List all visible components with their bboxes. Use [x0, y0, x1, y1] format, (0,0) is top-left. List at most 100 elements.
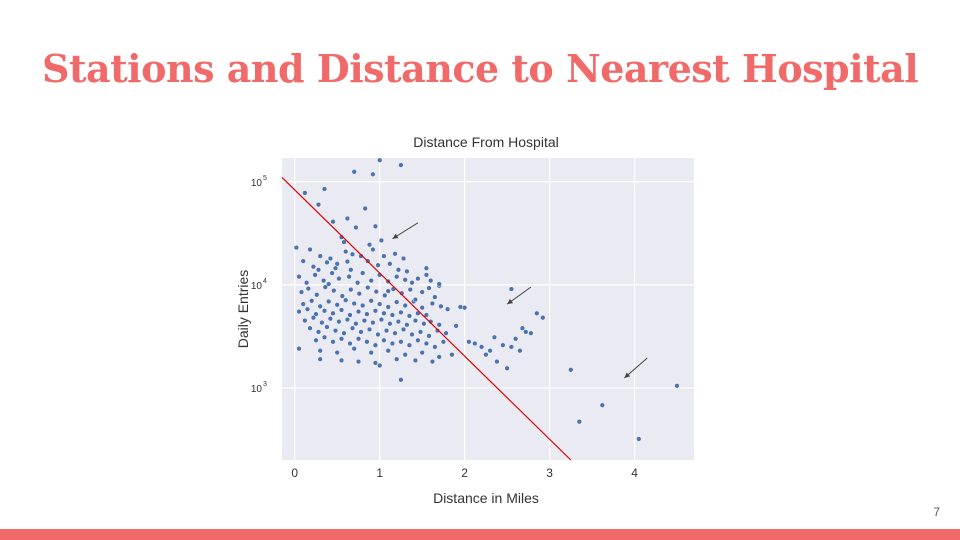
data-point [372, 308, 379, 314]
data-point [338, 336, 345, 342]
data-point [330, 339, 336, 345]
data-point [636, 436, 642, 442]
data-point [398, 339, 404, 345]
data-point [324, 259, 330, 266]
data-point [310, 315, 317, 321]
data-point [372, 223, 379, 229]
data-point [421, 321, 427, 327]
data-point [327, 316, 334, 322]
data-point [415, 337, 421, 343]
data-point [398, 377, 404, 383]
data-point [331, 287, 337, 294]
annotations [281, 177, 648, 461]
x-tick-label: 3 [546, 466, 553, 480]
data-point [344, 258, 351, 265]
data-point [378, 237, 385, 244]
data-point [330, 219, 336, 225]
data-point [312, 272, 318, 278]
data-point [313, 337, 319, 343]
data-point [398, 162, 404, 168]
data-point [336, 275, 342, 282]
chart-title: Distance From Hospital [413, 134, 559, 150]
data-point [304, 306, 311, 312]
data-point [508, 344, 515, 350]
data-point [321, 308, 328, 314]
data-point [317, 348, 323, 354]
data-point [674, 383, 680, 389]
data-point [423, 340, 430, 347]
data-point [389, 312, 396, 318]
data-point [423, 272, 430, 278]
data-point [409, 280, 415, 286]
data-point [432, 294, 438, 300]
data-point [453, 323, 459, 329]
data-point [326, 298, 332, 305]
data-point [472, 340, 478, 347]
data-point [392, 330, 398, 336]
data-point [360, 302, 366, 309]
data-point [330, 310, 336, 316]
data-point [314, 292, 320, 298]
y-axis-label: Daily Entries [235, 270, 251, 349]
data-point [341, 239, 347, 245]
data-point [429, 300, 436, 307]
data-point [381, 253, 387, 259]
y-tick-exponent: 5 [263, 175, 267, 182]
x-axis-label: Distance in Miles [433, 490, 539, 506]
data-point [381, 337, 387, 343]
data-point [504, 365, 510, 371]
data-points [293, 157, 680, 442]
data-point [362, 205, 368, 212]
annotation-arrow [392, 222, 419, 240]
data-point [327, 255, 334, 262]
data-point [375, 331, 381, 338]
data-point [444, 306, 451, 312]
data-point [302, 190, 308, 196]
data-point [370, 319, 376, 326]
data-point [373, 288, 379, 295]
data-point [313, 311, 319, 317]
data-point [334, 261, 340, 267]
data-point [347, 312, 353, 318]
data-point [534, 310, 540, 316]
data-point [402, 302, 408, 309]
slide-title: Stations and Distance to Nearest Hospita… [42, 46, 919, 91]
data-point [315, 329, 322, 335]
y-tick-label: 10 [251, 384, 263, 395]
data-point [351, 346, 357, 352]
data-point [428, 277, 434, 284]
data-point [394, 274, 400, 280]
data-point [398, 309, 404, 316]
data-point [315, 201, 322, 208]
data-point [461, 305, 468, 311]
data-point [317, 303, 323, 309]
data-point [322, 284, 328, 290]
data-point [423, 312, 430, 318]
data-point [317, 253, 323, 259]
data-point [307, 325, 313, 331]
data-point [385, 348, 391, 354]
data-point [365, 284, 371, 291]
data-point [353, 224, 359, 231]
data-point [400, 255, 407, 262]
y-tick-exponent: 4 [263, 278, 267, 285]
data-point [436, 281, 442, 287]
data-point [409, 331, 415, 338]
data-point [419, 305, 425, 311]
data-point [332, 327, 339, 334]
data-point [300, 258, 306, 264]
data-point [366, 242, 373, 248]
data-point [428, 318, 434, 325]
data-point [343, 297, 349, 303]
data-point [360, 270, 366, 276]
data-point [353, 321, 359, 327]
data-point [394, 356, 400, 362]
data-point [404, 268, 410, 275]
data-point [438, 303, 444, 309]
data-point [348, 267, 354, 273]
data-point [412, 357, 419, 364]
data-point [315, 267, 322, 273]
data-point [317, 356, 323, 362]
data-point [307, 246, 313, 253]
data-point [466, 339, 472, 345]
